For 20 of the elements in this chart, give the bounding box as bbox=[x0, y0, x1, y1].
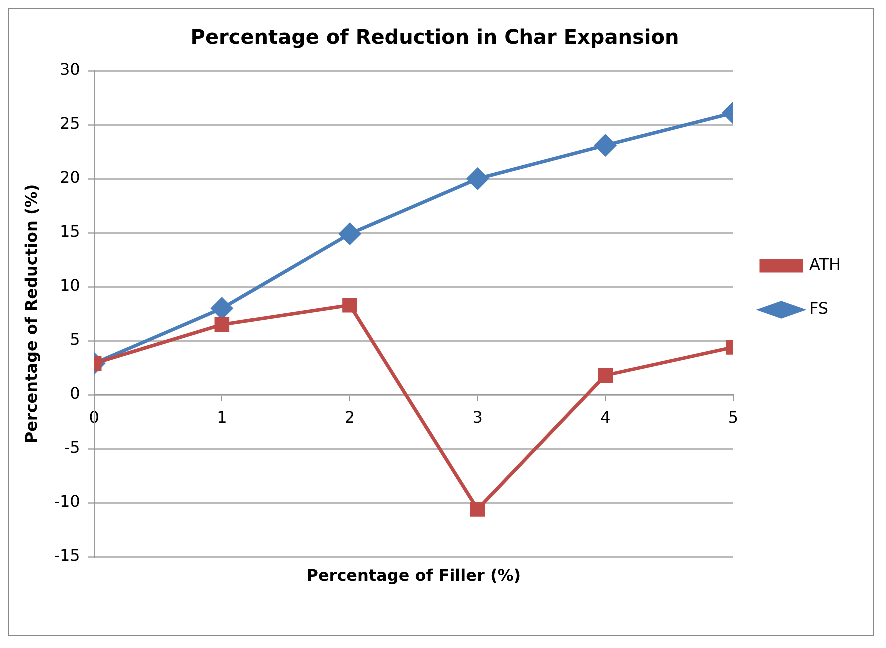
y-tick-label: 25 bbox=[60, 114, 80, 134]
x-tick-label: 3 bbox=[472, 408, 483, 427]
y-tick-label: -10 bbox=[54, 492, 80, 512]
x-tick-label: 5 bbox=[728, 408, 739, 427]
y-tick-label: -5 bbox=[64, 438, 80, 458]
y-tick-label: 15 bbox=[60, 222, 80, 242]
y-tick-label: 5 bbox=[70, 330, 80, 350]
y-tick-label: 20 bbox=[60, 168, 80, 188]
y-tick-label: 0 bbox=[70, 384, 80, 404]
chart-title: Percentage of Reduction in Char Expansion bbox=[190, 25, 680, 50]
y-tick-label: -15 bbox=[54, 546, 80, 566]
x-tick-label: 2 bbox=[344, 408, 356, 427]
x-tick-label: 1 bbox=[217, 408, 228, 427]
x-axis-title: Percentage of Filler (%) bbox=[306, 566, 522, 586]
y-tick-label: 10 bbox=[60, 276, 80, 296]
x-tick-label: 4 bbox=[600, 408, 611, 427]
y-axis-title: Percentage of Reduction (%) bbox=[22, 184, 41, 444]
legend-label: ATH bbox=[809, 255, 842, 274]
y-tick-label: 30 bbox=[60, 60, 80, 80]
legend-label: FS bbox=[809, 299, 829, 318]
